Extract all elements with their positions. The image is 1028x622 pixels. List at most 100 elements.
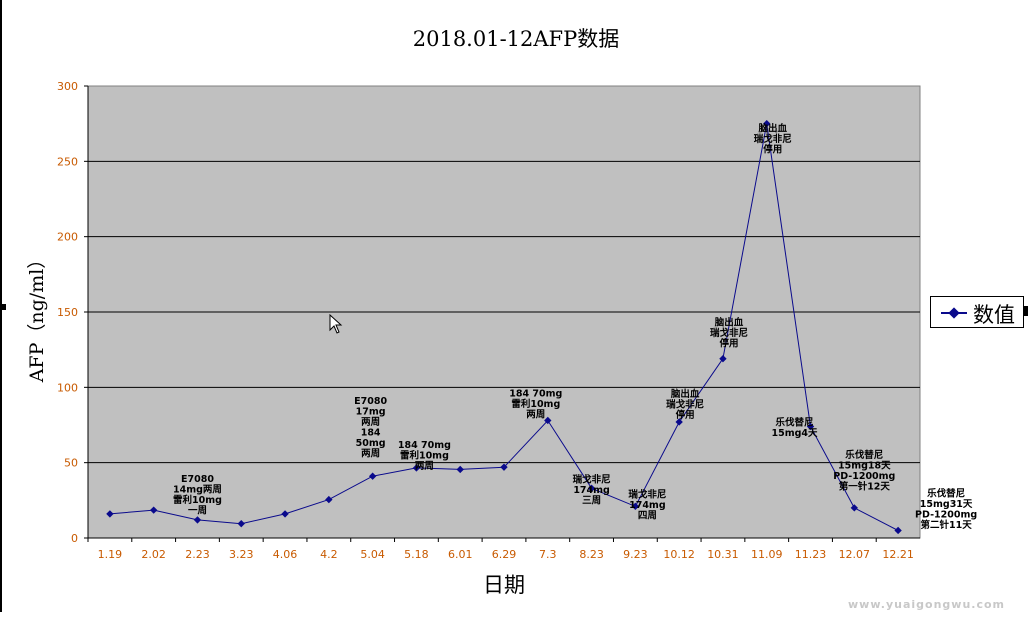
- x-tick-label-5.18: 5.18: [404, 548, 429, 561]
- x-tick-label-2.02: 2.02: [141, 548, 166, 561]
- annotation-line: 184 70mg: [398, 440, 451, 451]
- annotation-line: 17mg: [356, 407, 386, 418]
- annotation-line: 174mg: [629, 500, 666, 511]
- annotation-line: 174mg: [573, 485, 610, 496]
- data-point-12.07: [850, 504, 858, 512]
- watermark: www.yuaigongwu.com: [848, 598, 1006, 611]
- annotation-line: 15mg31天: [920, 499, 973, 510]
- annotation-line: 两周: [526, 409, 545, 420]
- annotation-line: 停用: [763, 144, 782, 156]
- annotation-line: 两周: [415, 461, 434, 472]
- data-point-5.18: [412, 464, 421, 472]
- annotation-line: 14mg两周: [173, 484, 222, 495]
- data-point-3.23: [237, 520, 245, 528]
- annotation-line: 15mg18天: [838, 460, 891, 471]
- annotation-line: 第二针11天: [920, 519, 972, 531]
- annotation-line: 50mg: [356, 438, 386, 449]
- x-tick-label-11.23: 11.23: [795, 548, 827, 561]
- data-point-8.23: [587, 484, 596, 492]
- annotation-line: PD-1200mg: [833, 471, 895, 482]
- data-point-4.06: [281, 510, 289, 518]
- legend-marker: [948, 307, 960, 319]
- x-tick-label-4.06: 4.06: [273, 548, 298, 561]
- annotation-line: 雷利10mg: [511, 398, 560, 410]
- x-tick-label-9.23: 9.23: [623, 548, 648, 561]
- legend-label: 数值: [973, 303, 1015, 327]
- annotation-line: 两周: [361, 417, 380, 428]
- x-tick-label-2.23: 2.23: [185, 548, 210, 561]
- annotation-line: PD-1200mg: [915, 509, 977, 520]
- y-axis-ticks: 0 50 100 150 200 250 300: [57, 80, 89, 545]
- annotation-line: 乐伐替尼: [776, 417, 814, 429]
- annotation-line: 瑞戈非尼: [573, 473, 611, 485]
- annotation-line: 15mg4天: [772, 428, 819, 439]
- data-point-2.02: [150, 506, 158, 514]
- annotation-line: 四周: [638, 510, 657, 521]
- annotations: E708014mg两周雷利10mg一周E708017mg两周18450mg两周1…: [173, 123, 977, 531]
- annotation-line: 瑞戈非尼: [754, 133, 792, 145]
- series-points: [106, 119, 902, 535]
- annotation-line: 184 70mg: [509, 388, 562, 399]
- data-point-10.12: [675, 418, 683, 426]
- annotation-line: 三周: [582, 495, 601, 506]
- x-tick-label-6.29: 6.29: [492, 548, 517, 561]
- x-tick-label-10.31: 10.31: [707, 548, 739, 561]
- right-edge-tick: [1024, 306, 1028, 316]
- y-tick-label: 200: [57, 231, 78, 244]
- data-point-6.01: [456, 465, 464, 474]
- x-axis-ticks: 1.19 2.02 2.23 3.23 4.06 4.2 5.04 5.18 6.01 6.29 7…: [87, 537, 920, 561]
- data-point-5.04: [368, 472, 377, 480]
- annotation-line: 乐伐替尼: [845, 449, 883, 461]
- x-tick-label-10.12: 10.12: [663, 548, 695, 561]
- data-point-12.21: [894, 526, 902, 535]
- data-point-7.3: [544, 416, 552, 425]
- y-axis-label: AFP（ng/ml）: [26, 250, 48, 384]
- annotation-line: E7080: [181, 474, 214, 485]
- annotation-line: 一周: [188, 505, 207, 516]
- annotation-line: 瑞戈非尼: [666, 398, 704, 410]
- annotation-line: 瑞戈非尼: [710, 327, 748, 339]
- annotation-line: 184: [361, 428, 381, 439]
- annotation-line: 雷利10mg: [173, 494, 222, 506]
- annotation-line: E7080: [354, 396, 387, 407]
- x-tick-label-7.3: 7.3: [539, 548, 557, 561]
- data-point-2.23: [193, 516, 202, 524]
- x-axis-label: 日期: [483, 573, 525, 597]
- x-tick-label-8.23: 8.23: [579, 548, 604, 561]
- annotation-line: 脑出血: [670, 388, 700, 400]
- data-point-9.23: [631, 502, 640, 511]
- data-point-4.2: [325, 495, 333, 504]
- x-tick-label-5.04: 5.04: [360, 548, 385, 561]
- annotation-line: 停用: [676, 409, 695, 421]
- annotation-line: 脑出血: [757, 123, 787, 135]
- x-tick-label-4.2: 4.2: [320, 548, 338, 561]
- y-tick-label: 150: [57, 306, 78, 319]
- annotation-line: 两周: [361, 449, 380, 460]
- left-edge-tick: [0, 304, 6, 310]
- annotation-line: 第一针12天: [839, 480, 891, 492]
- y-tick-label: 250: [57, 155, 78, 168]
- annotation-line: 乐伐替尼: [927, 487, 965, 499]
- x-tick-label-12.21: 12.21: [882, 548, 914, 561]
- data-point-6.29: [500, 463, 508, 471]
- annotation-line: 瑞戈非尼: [628, 488, 666, 500]
- mouse-cursor-icon: [329, 314, 343, 334]
- data-point-10.31: [719, 355, 727, 363]
- data-point-11.23: [806, 422, 815, 431]
- x-tick-label-6.01: 6.01: [448, 548, 473, 561]
- y-tick-label: 300: [57, 80, 78, 93]
- y-tick-label: 50: [64, 457, 78, 470]
- grid-lines: [88, 160, 920, 464]
- y-tick-label: 100: [57, 381, 78, 394]
